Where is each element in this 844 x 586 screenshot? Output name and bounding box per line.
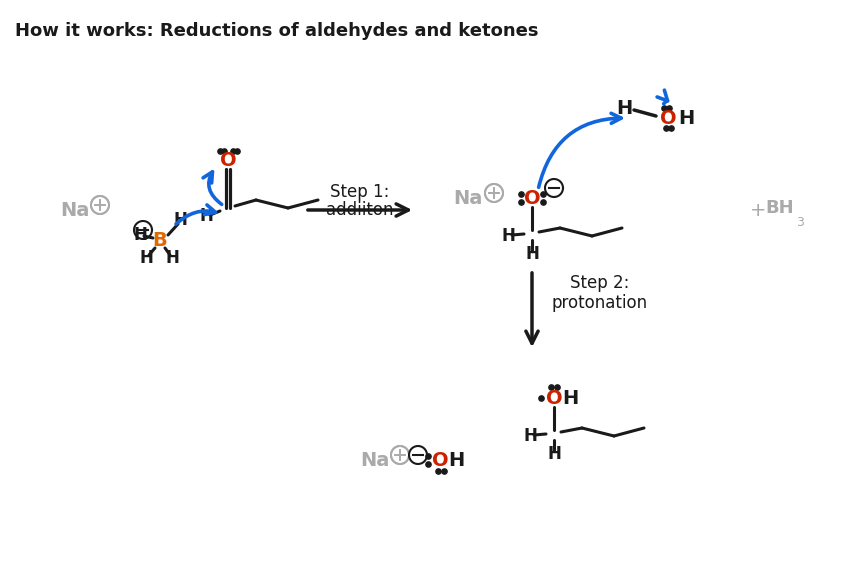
Text: Na: Na — [60, 200, 89, 220]
Text: H: H — [139, 249, 153, 267]
Polygon shape — [134, 221, 152, 239]
Text: BH: BH — [766, 199, 794, 217]
Text: H: H — [173, 211, 187, 229]
Text: addiiton: addiiton — [327, 201, 394, 219]
Text: H: H — [547, 445, 561, 463]
Text: +: + — [749, 200, 766, 220]
Text: How it works: Reductions of aldehydes and ketones: How it works: Reductions of aldehydes an… — [15, 22, 538, 40]
Text: 3: 3 — [796, 216, 803, 229]
Text: Na: Na — [360, 451, 390, 469]
Polygon shape — [391, 446, 409, 464]
Text: H: H — [525, 245, 539, 263]
Text: H: H — [133, 226, 147, 244]
Text: H: H — [448, 451, 464, 469]
Text: H: H — [199, 207, 213, 225]
Text: H: H — [501, 227, 515, 245]
Text: H: H — [678, 108, 694, 128]
Polygon shape — [485, 184, 503, 202]
Text: H: H — [616, 98, 632, 118]
Text: O: O — [546, 389, 562, 407]
Text: B: B — [153, 230, 167, 250]
Text: O: O — [660, 108, 676, 128]
Text: H: H — [562, 389, 578, 407]
Text: Na: Na — [453, 189, 483, 207]
Text: H: H — [165, 249, 179, 267]
Text: protonation: protonation — [552, 294, 648, 312]
Text: O: O — [431, 451, 448, 469]
Text: O: O — [523, 189, 540, 207]
Text: O: O — [219, 151, 236, 169]
Polygon shape — [545, 179, 563, 197]
Polygon shape — [409, 446, 427, 464]
Text: Step 2:: Step 2: — [571, 274, 630, 292]
Text: Step 1:: Step 1: — [330, 183, 390, 201]
Polygon shape — [91, 196, 109, 214]
Text: H: H — [523, 427, 537, 445]
